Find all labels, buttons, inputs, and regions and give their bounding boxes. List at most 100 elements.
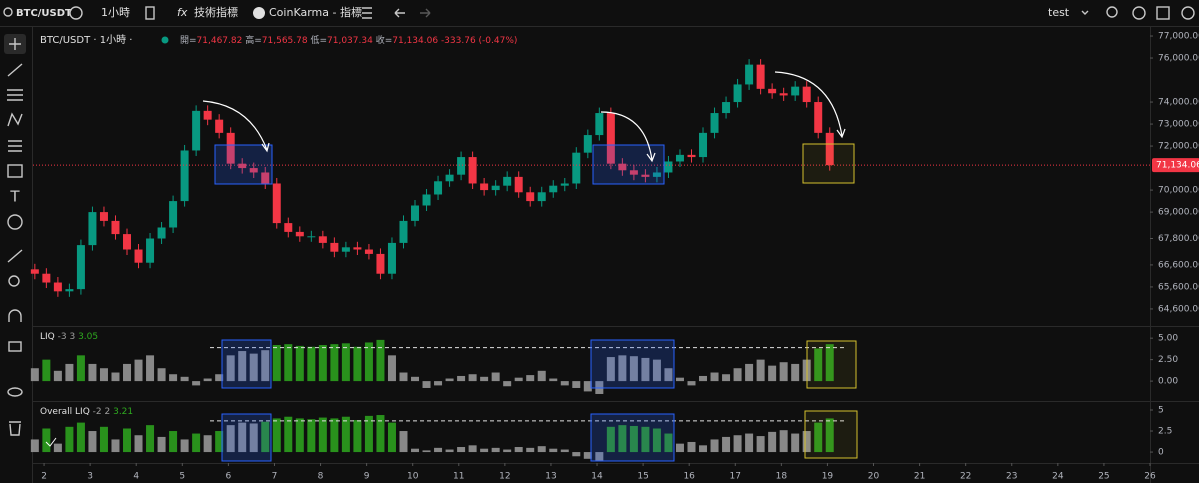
candle-body [399,220,408,243]
histogram-bar [745,433,754,453]
x-tick-label: 2 [41,472,47,482]
histogram-bar [53,443,62,453]
highlight-box[interactable] [590,339,675,389]
forecast-tool[interactable] [8,140,22,152]
histogram-bar [503,381,512,387]
candle-body [192,110,201,151]
legend-label: 高= [245,34,262,46]
arrow[interactable] [774,71,846,139]
arrow[interactable] [600,111,656,163]
highlight-box[interactable] [592,144,665,185]
snapshot[interactable] [1181,6,1195,20]
highlight-box[interactable] [804,410,858,459]
candle-body [88,212,97,246]
y-tick-label: 70,000.00 [1158,186,1199,196]
candle-body [687,154,696,158]
x-tick-label: 11 [453,472,464,482]
highlight-box[interactable] [806,340,857,389]
magnet[interactable] [8,309,22,322]
text-tool[interactable]: T [9,188,20,206]
histogram-bar [733,435,742,453]
highlight-box[interactable] [221,339,272,389]
histogram-bar [99,426,108,453]
legend-title: BTC/USDT · 1小時 · [40,34,132,46]
zoom[interactable] [8,275,20,287]
x-tick-label: 18 [776,472,788,482]
highlight-box[interactable] [802,143,855,184]
histogram-bar [272,345,281,382]
add-symbol[interactable] [69,6,83,20]
candle-body [445,174,454,182]
histogram-bar [169,431,178,453]
candle-body [42,273,51,283]
chart-type[interactable] [145,6,155,20]
histogram-bar [411,376,420,382]
candle-body [134,249,143,263]
lock[interactable] [8,341,22,352]
symbol[interactable]: BTC/USDT [16,8,72,19]
x-tick-label: 5 [179,472,185,482]
candle-body [572,152,581,184]
highlight-box[interactable] [214,144,273,185]
candle-body [699,132,708,158]
histogram-bar [42,359,51,382]
trend-line[interactable] [7,63,23,77]
cursor-tool[interactable] [9,38,21,50]
pane-value: 3.21 [113,407,133,417]
histogram-bar [468,445,477,453]
shape-tool[interactable] [7,164,23,178]
search-icon[interactable] [3,7,13,17]
histogram-bar [560,381,569,386]
layout-menu[interactable] [1081,10,1089,15]
script-name[interactable]: CoinKarma - 指標 [269,5,362,19]
histogram-bar [53,370,62,382]
highlight-box[interactable] [221,413,272,462]
ruler[interactable] [7,249,23,263]
settings[interactable] [1132,6,1146,20]
histogram-bar [779,362,788,382]
undo[interactable] [394,8,405,18]
fullscreen[interactable] [1156,6,1170,20]
ohlc-legend: 開=71,467.82 高=71,565.78 低=71,037.34 收=71… [180,34,517,46]
y-tick-label: 65,600.00 [1158,282,1199,292]
histogram-bar [814,348,823,382]
delete[interactable] [9,421,21,436]
fib-tool[interactable] [7,89,23,101]
histogram-bar [65,363,74,382]
y-tick-label: 2.50 [1158,355,1178,365]
histogram-bar [514,377,523,382]
histogram-bar [123,428,132,453]
histogram-bar [652,428,661,453]
pane-value: 3.05 [78,332,98,342]
fx-icon[interactable]: fx [177,6,188,19]
histogram-bar [111,372,120,382]
pane-title: LIQ [40,332,55,342]
histogram-bar [699,375,708,382]
layout-name[interactable]: test [1048,6,1070,19]
histogram-bar [537,446,546,453]
histogram-bar [445,449,454,453]
y-tick-label: 69,000.00 [1158,208,1199,218]
visibility[interactable] [7,387,23,397]
quick-search[interactable] [1106,6,1118,18]
histogram-bar [549,378,558,382]
coinkarma-logo [253,7,265,19]
candle-body [387,242,396,274]
highlight-box[interactable] [590,413,675,462]
histogram-bar [583,452,592,459]
annotations [802,143,858,459]
pane-title: Overall LIQ [40,407,90,417]
list-icon[interactable] [362,7,372,19]
histogram-bar [411,448,420,453]
histogram-bar [399,372,408,382]
histogram-bar [307,346,316,382]
candle-body [549,185,558,193]
indicators[interactable]: 技術指標 [194,5,238,19]
icon-tool[interactable] [7,214,23,230]
arrow[interactable] [202,100,270,153]
pattern-tool[interactable] [7,112,23,127]
interval[interactable]: 1小時 [101,6,130,19]
redo[interactable] [420,8,431,18]
